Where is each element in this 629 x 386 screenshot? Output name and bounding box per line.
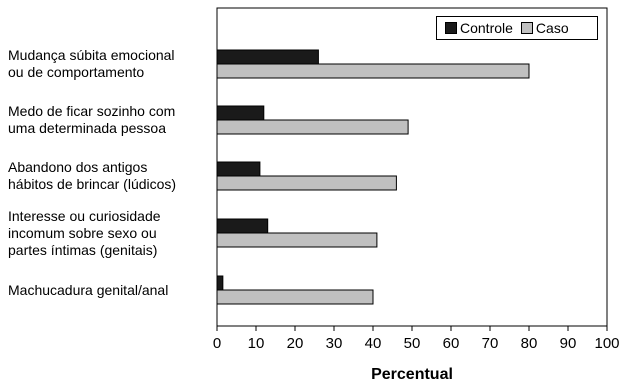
x-tick-label-20: 20 [287, 335, 304, 352]
category-label-line: incomum sobre sexo ou [8, 224, 157, 241]
x-tick-label-100: 100 [594, 335, 619, 352]
category-label-line: uma determinada pessoa [8, 120, 166, 136]
category-label-4: Machucadura genital/anal [8, 282, 213, 299]
bar-controle-4 [216, 275, 224, 291]
category-label-3: Interesse ou curiosidade incomum sobre se… [8, 208, 213, 259]
bar-controle-3 [216, 218, 269, 234]
legend: Controle Caso [436, 16, 598, 40]
legend-label-caso: Caso [535, 20, 569, 36]
category-label-line: partes íntimas (genitais) [8, 241, 158, 258]
bar-caso-4 [216, 289, 374, 305]
category-label-1: Medo de ficar sozinho com uma determinada… [8, 103, 213, 137]
x-axis-title: Percentual [371, 366, 453, 383]
bar-caso-1 [216, 119, 409, 135]
x-tick-label-10: 10 [248, 335, 265, 352]
x-tick-label-50: 50 [404, 335, 421, 352]
category-label-line: Mudança súbita emocional [8, 47, 175, 63]
category-label-line: Machucadura genital/anal [8, 281, 169, 298]
legend-item-controle: Controle [445, 20, 513, 36]
legend-swatch-caso [520, 22, 533, 34]
x-tick-label-80: 80 [521, 335, 538, 352]
bar-caso-3 [216, 232, 378, 248]
bar-controle-2 [216, 161, 261, 177]
category-label-line: Abandono dos antigos [8, 159, 148, 175]
category-label-line: ou de comportamento [8, 64, 145, 80]
category-label-line: hábitos de brincar (lúdicos) [8, 176, 177, 192]
bar-controle-1 [216, 105, 265, 121]
legend-swatch-controle [445, 22, 457, 34]
category-label-0: Mudança súbita emocional ou de comportame… [8, 47, 213, 81]
category-label-line: Interesse ou curiosidade [8, 207, 161, 224]
x-tick-label-30: 30 [326, 335, 343, 352]
legend-item-caso: Caso [520, 20, 569, 36]
x-tick-label-90: 90 [560, 335, 577, 352]
bar-caso-2 [216, 175, 397, 191]
x-tick-label-60: 60 [443, 335, 460, 352]
category-label-line: Medo de ficar sozinho com [8, 103, 176, 119]
legend-label-controle: Controle [460, 20, 513, 36]
bar-caso-0 [216, 63, 530, 79]
x-tick-label-70: 70 [482, 335, 499, 352]
bar-controle-0 [216, 49, 319, 65]
x-tick-label-40: 40 [365, 335, 382, 352]
x-tick-label-0: 0 [213, 335, 221, 352]
category-label-2: Abandono dos antigos hábitos de brincar (… [8, 159, 213, 193]
